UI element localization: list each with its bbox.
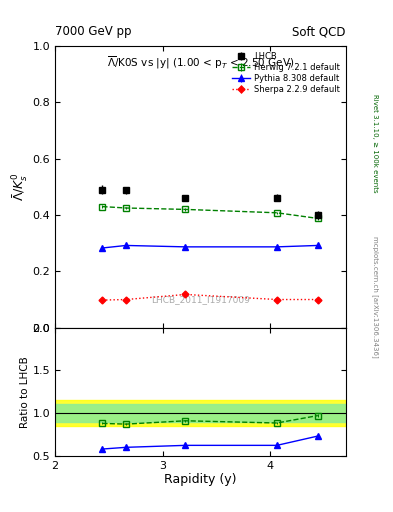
Bar [55,400,346,426]
Y-axis label: Ratio to LHCB: Ratio to LHCB [20,356,29,428]
Text: 7000 GeV pp: 7000 GeV pp [55,26,132,38]
Text: Soft QCD: Soft QCD [292,26,346,38]
X-axis label: Rapidity (y): Rapidity (y) [164,473,237,486]
Text: Rivet 3.1.10, ≥ 100k events: Rivet 3.1.10, ≥ 100k events [372,94,378,193]
Text: LHCB_2011_I1917009: LHCB_2011_I1917009 [151,295,250,304]
Bar [55,404,346,421]
Text: $\overline{\Lambda}$/K0S vs |y| (1.00 < p$_T$ < 2.50 GeV): $\overline{\Lambda}$/K0S vs |y| (1.00 < … [107,55,294,71]
Text: mcplots.cern.ch [arXiv:1306.3436]: mcplots.cern.ch [arXiv:1306.3436] [372,236,379,358]
Legend: LHCB, Herwig 7.2.1 default, Pythia 8.308 default, Sherpa 2.2.9 default: LHCB, Herwig 7.2.1 default, Pythia 8.308… [230,50,342,96]
Y-axis label: $\bar{\Lambda}/K_s^0$: $\bar{\Lambda}/K_s^0$ [10,173,29,201]
